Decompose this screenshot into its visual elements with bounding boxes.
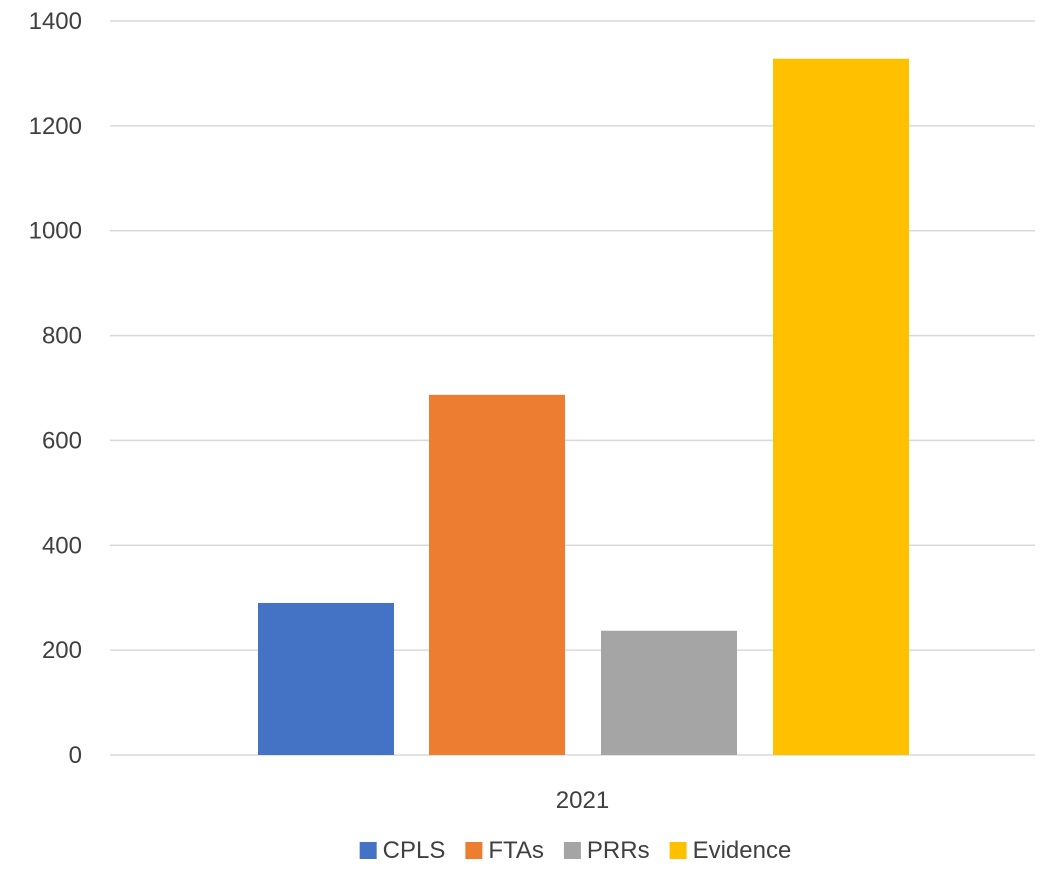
legend-label: FTAs xyxy=(488,837,544,864)
legend: CPLS FTAs PRRs Evidence xyxy=(359,837,792,864)
bar-evidence xyxy=(773,58,909,755)
legend-item-cpls: CPLS xyxy=(359,837,446,864)
legend-item-prrs: PRRs xyxy=(563,837,650,864)
y-tick-label: 200 xyxy=(42,637,82,664)
legend-item-evidence: Evidence xyxy=(669,837,792,864)
y-tick-label: 400 xyxy=(42,532,82,559)
legend-swatch xyxy=(669,842,687,859)
legend-swatch xyxy=(465,842,483,859)
legend-label: PRRs xyxy=(587,837,650,864)
legend-swatch xyxy=(359,842,377,859)
bar-ftas xyxy=(429,394,565,755)
legend-label: Evidence xyxy=(693,837,792,864)
y-tick-label: 1200 xyxy=(29,113,82,140)
y-tick-label: 1000 xyxy=(29,218,82,245)
y-tick-label: 600 xyxy=(42,427,82,454)
x-tick-label: 2021 xyxy=(556,787,609,814)
y-tick-label: 0 xyxy=(69,742,82,769)
bar-prrs xyxy=(601,630,737,755)
y-tick-label: 1400 xyxy=(29,8,82,35)
y-tick-label: 800 xyxy=(42,323,82,350)
bar-cpls xyxy=(258,602,394,755)
bar-series xyxy=(258,58,909,755)
x-axis: 2021 xyxy=(556,787,609,814)
legend-swatch xyxy=(563,842,581,859)
legend-item-ftas: FTAs xyxy=(465,837,544,864)
legend-label: CPLS xyxy=(383,837,446,864)
y-axis: 0 200 400 600 800 1000 1200 1400 xyxy=(29,8,82,769)
